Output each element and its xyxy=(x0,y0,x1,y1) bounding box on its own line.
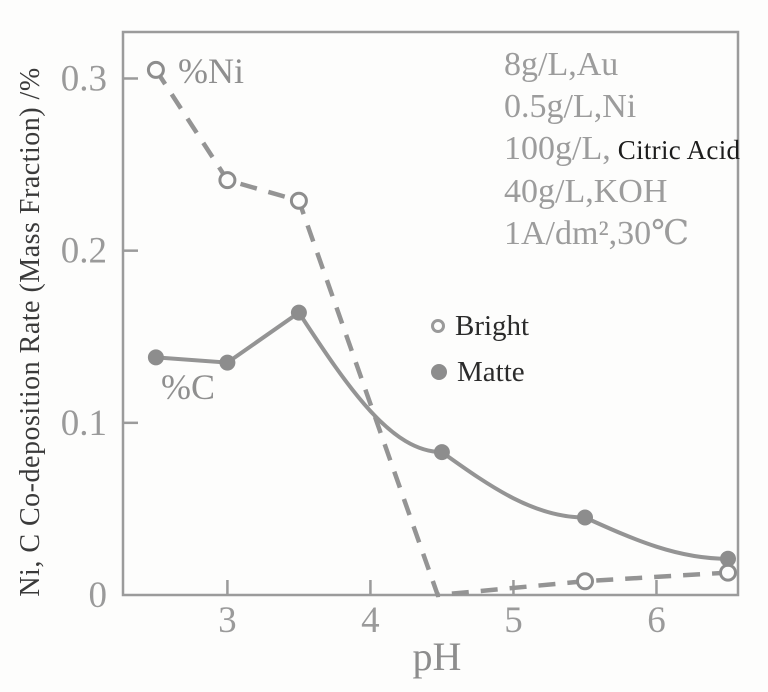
series-label-c: %C xyxy=(161,367,215,407)
data-point-c xyxy=(290,304,307,321)
x-tick-label: 3 xyxy=(218,600,237,641)
annotation-citric-name: Citric Acid xyxy=(610,135,741,165)
legend-item-bright: Bright xyxy=(431,309,530,342)
data-point-c xyxy=(720,550,736,567)
series-c-line xyxy=(155,309,729,561)
annotation-line-citric: 100g/L, Citric Acid xyxy=(504,128,740,171)
data-point-c xyxy=(433,444,450,461)
legend-label-bright: Bright xyxy=(455,309,530,342)
series-ni-line xyxy=(154,68,729,598)
legend: Bright Matte xyxy=(431,309,530,403)
y-axis-label: Ni, C Co-deposition Rate (Mass Fraction)… xyxy=(15,67,46,597)
y-tick-label: 0.1 xyxy=(61,403,107,444)
data-point-c xyxy=(577,509,593,526)
data-point-ni xyxy=(289,191,308,210)
series-label-ni: %Ni xyxy=(178,51,244,91)
y-tick-label: 0.3 xyxy=(61,58,107,99)
y-tick-label: 0.2 xyxy=(61,231,107,272)
data-point-ni xyxy=(146,60,165,79)
bath-conditions-annotation: 8g/L,Au 0.5g/L,Ni 100g/L, Citric Acid 40… xyxy=(504,44,740,255)
legend-item-matte: Matte xyxy=(431,355,529,388)
data-point-ni xyxy=(218,171,237,190)
x-axis-label: pH xyxy=(412,634,462,679)
annotation-line-ni: 0.5g/L,Ni xyxy=(504,88,637,125)
data-point-c xyxy=(147,349,164,366)
data-point-ni xyxy=(576,572,594,591)
y-tick-label: 0 xyxy=(89,575,108,616)
annotation-line-koh: 40g/L,KOH xyxy=(504,173,668,210)
annotation-line-au: 8g/L,Au xyxy=(504,46,619,83)
legend-label-matte: Matte xyxy=(457,355,525,388)
filled-circle-marker-icon xyxy=(431,364,447,380)
x-tick-label: 5 xyxy=(504,600,523,641)
data-point-c xyxy=(219,354,236,371)
annotation-citric-amount: 100g/L, xyxy=(504,130,611,167)
annotation-line-current-temp: 1A/dm²,30℃ xyxy=(504,215,690,252)
plot-border xyxy=(121,30,740,597)
x-tick-label: 4 xyxy=(361,600,380,641)
x-tick-label: 6 xyxy=(647,600,666,641)
data-point-ni xyxy=(719,563,737,582)
open-circle-marker-icon xyxy=(431,319,445,333)
